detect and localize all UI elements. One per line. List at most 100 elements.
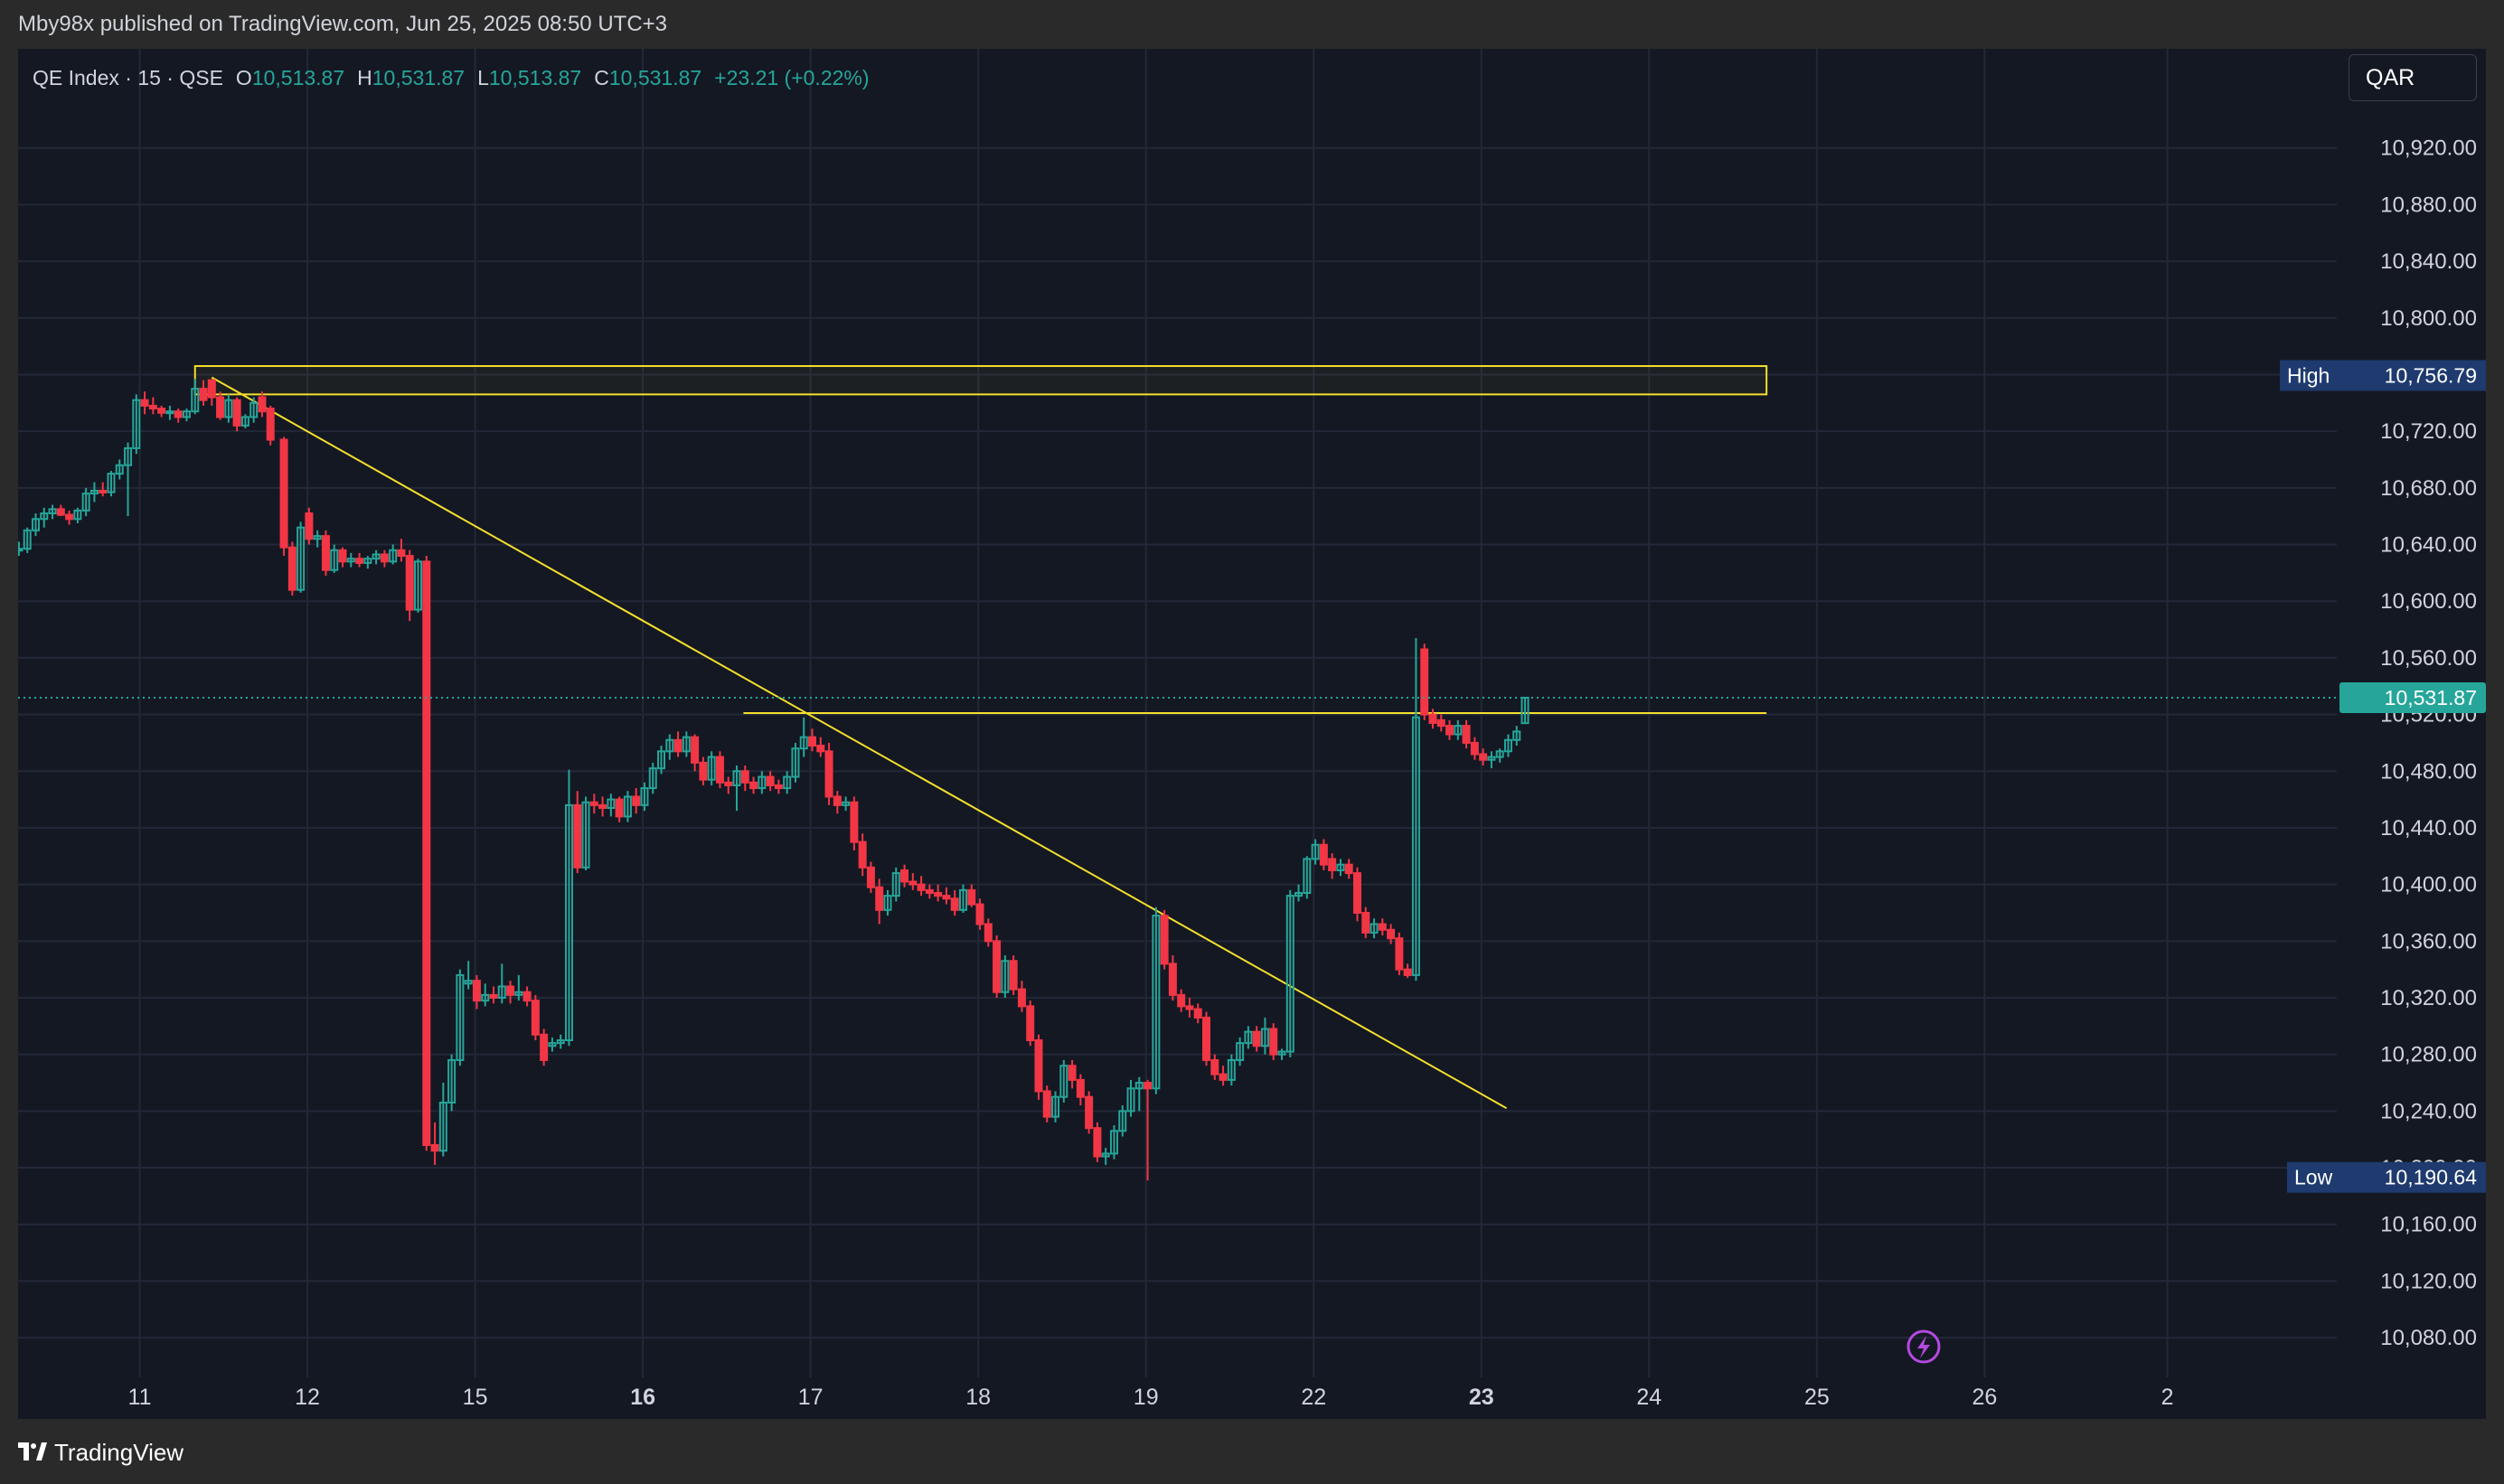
candle-down[interactable] (1378, 918, 1387, 936)
candle-up[interactable] (883, 889, 892, 916)
candle-down[interactable] (1210, 1054, 1219, 1080)
candle-up[interactable] (313, 530, 322, 548)
candle-down[interactable] (1202, 1011, 1211, 1066)
candle-down[interactable] (266, 405, 275, 446)
candle-up[interactable] (1311, 839, 1320, 865)
candle-down[interactable] (1026, 1000, 1035, 1047)
candle-down[interactable] (140, 391, 149, 415)
candle-up[interactable] (132, 394, 141, 455)
candle-up[interactable] (1285, 889, 1294, 1057)
candle-up[interactable] (48, 504, 57, 520)
candle-down[interactable] (866, 861, 875, 894)
candle-down[interactable] (1344, 859, 1353, 879)
candle-down[interactable] (875, 878, 884, 925)
candle-up[interactable] (607, 794, 616, 817)
candle-up[interactable] (40, 507, 49, 528)
candle-up[interactable] (330, 544, 339, 573)
candle-down[interactable] (1076, 1074, 1085, 1106)
candle-up[interactable] (372, 549, 381, 565)
candle-down[interactable] (824, 742, 833, 805)
candle-up[interactable] (1059, 1059, 1068, 1103)
candle-down[interactable] (397, 539, 406, 562)
candle-up[interactable] (1277, 1048, 1286, 1060)
candle-up[interactable] (89, 482, 99, 502)
candle-up[interactable] (1244, 1026, 1253, 1049)
candle-down[interactable] (984, 918, 993, 947)
candle-down[interactable] (321, 530, 330, 576)
candle-up[interactable] (249, 397, 259, 423)
candle-up[interactable] (1520, 696, 1530, 725)
candle-up[interactable] (1227, 1054, 1236, 1086)
candle-down[interactable] (1144, 1079, 1153, 1181)
currency-selector[interactable]: QAR (2349, 54, 2477, 101)
price-chart[interactable]: 10,080.0010,120.0010,160.0010,200.0010,2… (18, 49, 2486, 1419)
resistance-zone-rectangle[interactable] (193, 365, 1768, 396)
candle-down[interactable] (942, 887, 951, 905)
candle-down[interactable] (1017, 981, 1026, 1012)
candle-up[interactable] (1260, 1017, 1269, 1055)
candle-down[interactable] (522, 986, 532, 1007)
candle-down[interactable] (967, 884, 976, 907)
candle-down[interactable] (917, 876, 926, 897)
candle-down[interactable] (489, 986, 498, 1004)
candle-down[interactable] (1034, 1034, 1043, 1100)
candle-down[interactable] (833, 791, 842, 814)
candle-down[interactable] (724, 776, 733, 794)
candle-down[interactable] (1219, 1066, 1228, 1086)
candle-up[interactable] (191, 379, 200, 415)
candle-down[interactable] (1470, 737, 1479, 760)
candle-up[interactable] (1454, 719, 1463, 740)
candle-up[interactable] (732, 765, 741, 812)
candle-down[interactable] (1193, 1003, 1202, 1024)
candle-down[interactable] (699, 756, 708, 785)
candle-down[interactable] (808, 728, 817, 752)
candle-down[interactable] (1269, 1023, 1278, 1060)
candle-down[interactable] (380, 549, 389, 568)
candle-down[interactable] (531, 994, 540, 1041)
candle-up[interactable] (1134, 1076, 1144, 1112)
candle-up[interactable] (107, 471, 116, 497)
candle-down[interactable] (975, 898, 984, 930)
candle-down[interactable] (589, 794, 598, 814)
candle-up[interactable] (1495, 748, 1504, 763)
candle-down[interactable] (216, 391, 225, 420)
candle-down[interactable] (1420, 643, 1429, 720)
candle-up[interactable] (31, 513, 40, 537)
candle-up[interactable] (514, 974, 523, 1001)
candle-down[interactable] (422, 556, 431, 1151)
candle-down[interactable] (65, 510, 74, 525)
candle-down[interactable] (1436, 714, 1445, 732)
candle-down[interactable] (908, 873, 918, 890)
candle-up[interactable] (1152, 906, 1161, 1094)
candle-down[interactable] (740, 765, 749, 792)
drawing-layer[interactable] (193, 365, 1768, 1110)
candle-up[interactable] (18, 541, 24, 557)
candle-down[interactable] (1177, 989, 1186, 1012)
candle-down[interactable] (287, 541, 297, 596)
candle-down[interactable] (691, 734, 700, 772)
candle-up[interactable] (1294, 884, 1304, 902)
candle-up[interactable] (81, 487, 90, 517)
candle-down[interactable] (934, 884, 943, 902)
tradingview-logo[interactable]: TradingView (18, 1439, 184, 1467)
candle-up[interactable] (1503, 734, 1512, 757)
candle-down[interactable] (1085, 1091, 1094, 1134)
candle-up[interactable] (1001, 954, 1010, 998)
candle-up[interactable] (23, 527, 32, 553)
candle-up[interactable] (783, 771, 792, 794)
candle-up[interactable] (791, 742, 800, 783)
candle-down[interactable] (632, 788, 641, 814)
candle-up[interactable] (497, 963, 506, 1004)
candle-down[interactable] (598, 796, 607, 817)
candle-up[interactable] (758, 771, 767, 794)
candle-up[interactable] (73, 507, 82, 523)
candle-up[interactable] (124, 442, 133, 517)
candle-up[interactable] (1336, 859, 1345, 877)
candle-down[interactable] (900, 864, 909, 888)
candle-up[interactable] (1109, 1125, 1118, 1160)
candle-up[interactable] (1370, 918, 1379, 939)
candle-down[interactable] (766, 771, 775, 792)
candle-up[interactable] (657, 746, 666, 775)
candle-up[interactable] (842, 796, 851, 812)
candle-down[interactable] (355, 552, 364, 568)
